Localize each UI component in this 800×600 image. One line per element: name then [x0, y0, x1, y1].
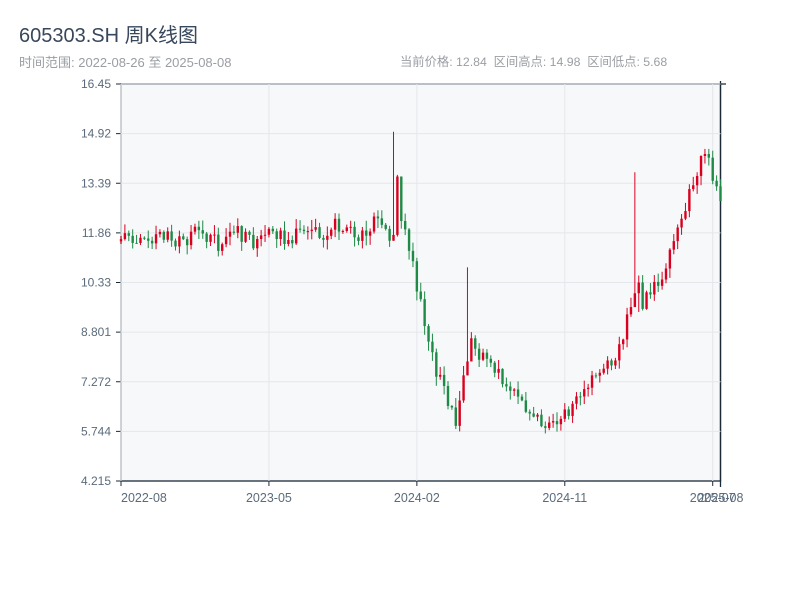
svg-text:2025-08: 2025-08 [698, 491, 744, 505]
svg-text:2024-11: 2024-11 [542, 491, 587, 505]
svg-text:2024-02: 2024-02 [394, 491, 440, 505]
svg-text:11.86: 11.86 [82, 226, 111, 240]
svg-text:2022-08: 2022-08 [121, 491, 167, 505]
svg-text:16.45: 16.45 [81, 77, 111, 91]
svg-text:7.272: 7.272 [81, 375, 111, 389]
svg-text:4.215: 4.215 [81, 474, 111, 488]
svg-text:8.801: 8.801 [81, 325, 111, 339]
svg-text:5.744: 5.744 [81, 424, 111, 438]
svg-text:13.39: 13.39 [81, 176, 111, 190]
svg-text:10.33: 10.33 [81, 276, 111, 290]
svg-text:14.92: 14.92 [81, 127, 111, 141]
svg-text:2023-05: 2023-05 [246, 491, 292, 505]
